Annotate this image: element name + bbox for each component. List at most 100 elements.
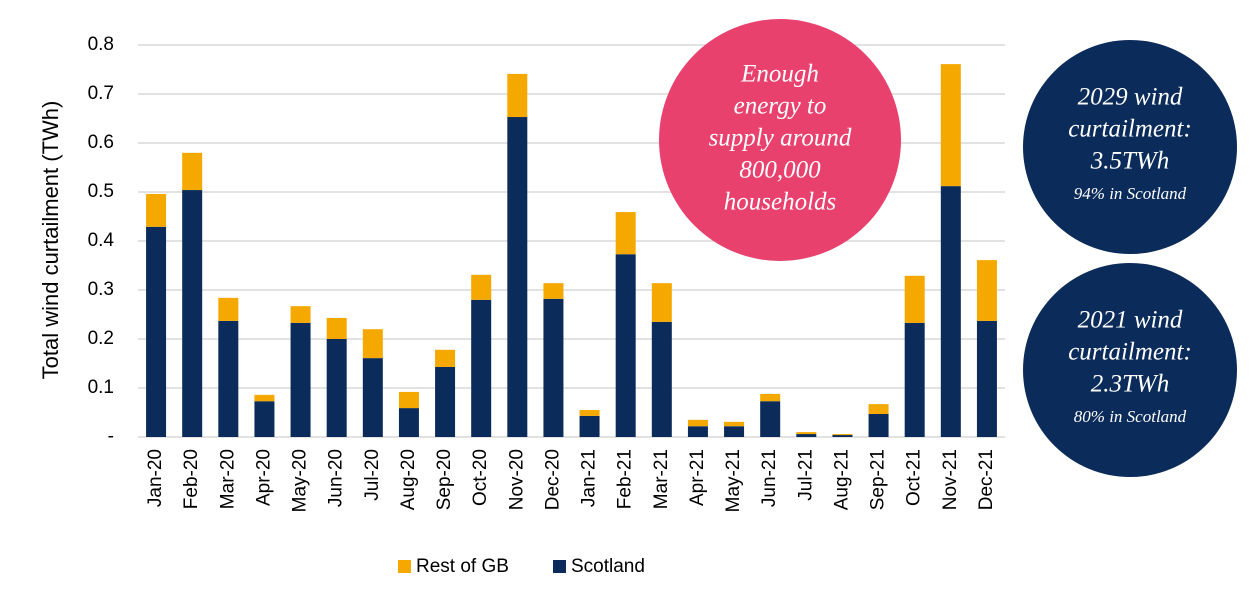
bar-segment xyxy=(724,421,745,427)
bar-segment xyxy=(976,320,997,437)
annotation-text: 2029 wind xyxy=(1078,84,1183,111)
bar-segment xyxy=(868,404,889,414)
bar-segment xyxy=(796,432,817,435)
x-tick-label: May-21 xyxy=(723,449,744,512)
y-tick-label: 0.3 xyxy=(88,279,114,300)
x-tick-label: Apr-20 xyxy=(253,449,274,506)
x-tick-label: Sep-21 xyxy=(868,449,889,510)
annotation-circle xyxy=(659,19,901,261)
x-tick-label: Feb-20 xyxy=(181,449,202,509)
x-tick-label: Jul-21 xyxy=(795,449,816,501)
y-tick-label: 0.6 xyxy=(88,132,114,153)
annotation-note: 94% in Scotland xyxy=(1074,184,1187,203)
y-tick-label: 0.4 xyxy=(88,230,115,251)
annotation-text: households xyxy=(724,189,837,216)
annotation-text: 2.3TWh xyxy=(1091,371,1169,398)
legend-swatch xyxy=(553,560,566,573)
x-tick-label: Aug-21 xyxy=(831,449,852,510)
x-tick-label: Nov-21 xyxy=(940,449,961,510)
bar-segment xyxy=(326,317,347,339)
x-tick-label: Jun-20 xyxy=(326,449,347,507)
x-tick-label: Mar-21 xyxy=(651,449,672,509)
legend-label: Scotland xyxy=(571,556,645,577)
bar-segment xyxy=(760,401,781,437)
annotation-circle xyxy=(1023,40,1237,254)
bar-segment xyxy=(398,391,419,409)
bar-segment xyxy=(579,415,600,437)
bar-segment xyxy=(940,186,961,437)
bar-segment xyxy=(146,193,167,227)
x-tick-label: Jun-21 xyxy=(759,449,780,507)
bar-segment xyxy=(290,306,311,323)
x-tick-label: Apr-21 xyxy=(687,449,708,506)
bar-segment xyxy=(435,366,456,437)
bar-segment xyxy=(254,394,275,402)
annotation-text: energy to xyxy=(734,93,827,120)
bar-segment xyxy=(471,299,492,437)
x-tick-label: Dec-20 xyxy=(542,449,563,510)
y-tick-label: 0.5 xyxy=(88,181,114,202)
annotation-text: 3.5TWh xyxy=(1090,148,1169,175)
bar-segment xyxy=(182,152,203,191)
x-tick-label: Jan-21 xyxy=(579,449,600,507)
annotation-text: 2021 wind xyxy=(1078,307,1183,334)
y-axis-label: Total wind curtailment (TWh) xyxy=(38,101,63,380)
x-tick-label: May-20 xyxy=(290,449,311,512)
annotation-text: curtailment: xyxy=(1068,116,1192,143)
bar-segment xyxy=(868,413,889,437)
bar-segment xyxy=(362,358,383,437)
bar-segment xyxy=(687,419,708,427)
x-tick-label: Aug-20 xyxy=(398,449,419,510)
annotation-note: 80% in Scotland xyxy=(1074,407,1187,426)
bar-segment xyxy=(796,434,817,437)
x-tick-label: Dec-21 xyxy=(976,449,997,510)
y-tick-label: 0.1 xyxy=(88,377,114,398)
x-tick-label: Nov-20 xyxy=(506,449,527,510)
bar-segment xyxy=(362,329,383,359)
bar-segment xyxy=(507,73,528,118)
x-tick-label: Sep-20 xyxy=(434,449,455,510)
bar-segment xyxy=(651,321,672,437)
bar-segment xyxy=(435,349,456,367)
bar-segment xyxy=(579,410,600,416)
bar-segment xyxy=(182,190,203,437)
bar-segment xyxy=(398,408,419,437)
bar-segment xyxy=(615,212,636,255)
bar-segment xyxy=(760,393,781,402)
bar-segment xyxy=(687,426,708,437)
bar-segment xyxy=(543,283,564,299)
bar-segment xyxy=(146,226,167,437)
bar-segment xyxy=(940,64,961,187)
legend-label: Rest of GB xyxy=(416,556,509,577)
bar-segment xyxy=(976,260,997,321)
bar-segment xyxy=(832,434,853,436)
bar-segment xyxy=(615,254,636,437)
bar-segment xyxy=(218,297,239,321)
bar-segment xyxy=(904,322,925,437)
bar-segment xyxy=(904,275,925,323)
annotation-circle xyxy=(1023,263,1237,477)
bar-segment xyxy=(218,320,239,437)
bar-segment xyxy=(724,426,745,437)
x-tick-label: Oct-21 xyxy=(904,449,925,506)
y-tick-label: 0.8 xyxy=(88,34,114,55)
x-tick-label: Mar-20 xyxy=(217,449,238,509)
bar-segment xyxy=(290,322,311,437)
annotation-text: curtailment: xyxy=(1068,339,1192,366)
bar-segment xyxy=(471,274,492,300)
y-tick-label: - xyxy=(108,426,114,447)
bar-segment xyxy=(507,117,528,437)
bar-segment xyxy=(543,298,564,437)
bar-segment xyxy=(651,283,672,322)
y-tick-label: 0.2 xyxy=(88,328,114,349)
bar-segment xyxy=(326,339,347,437)
x-tick-label: Oct-20 xyxy=(470,449,491,506)
x-tick-label: Feb-21 xyxy=(615,449,636,509)
bar-segment xyxy=(832,435,853,437)
bar-segment xyxy=(254,401,275,437)
y-tick-label: 0.7 xyxy=(88,83,114,104)
legend-swatch xyxy=(398,560,411,573)
x-tick-label: Jul-20 xyxy=(362,449,383,501)
x-tick-label: Jan-20 xyxy=(145,449,166,507)
